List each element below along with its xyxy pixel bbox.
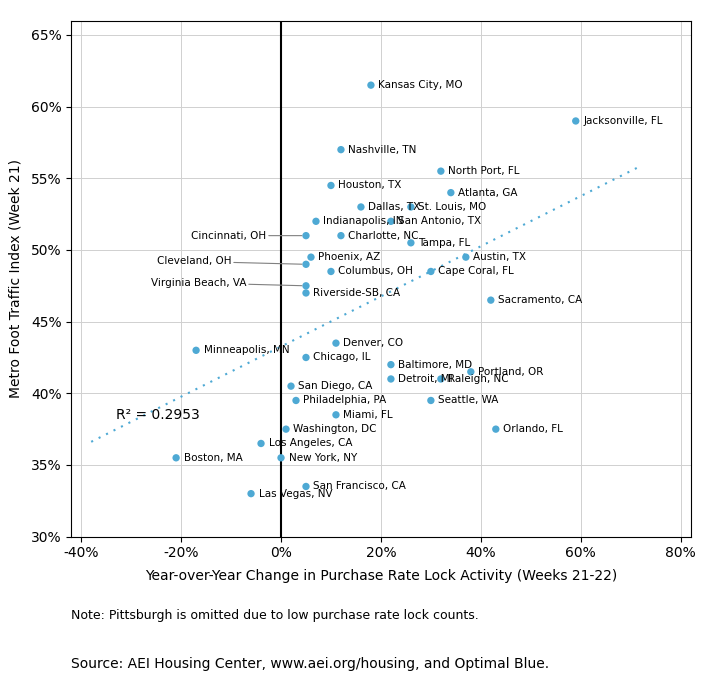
Text: St. Louis, MO: St. Louis, MO bbox=[419, 202, 486, 212]
Point bbox=[310, 216, 322, 227]
Text: Detroit, MI: Detroit, MI bbox=[399, 374, 453, 384]
Point bbox=[335, 230, 347, 241]
Point bbox=[300, 259, 312, 270]
Point bbox=[435, 374, 446, 385]
Text: Los Angeles, CA: Los Angeles, CA bbox=[268, 438, 352, 449]
Text: Dallas, TX: Dallas, TX bbox=[368, 202, 421, 212]
Point bbox=[325, 266, 337, 277]
Text: Portland, OR: Portland, OR bbox=[478, 367, 544, 377]
Point bbox=[300, 481, 312, 492]
Text: Miami, FL: Miami, FL bbox=[343, 410, 393, 420]
Text: Raleigh, NC: Raleigh, NC bbox=[449, 374, 509, 384]
Text: Las Vegas, NV: Las Vegas, NV bbox=[258, 488, 333, 499]
Point bbox=[300, 230, 312, 241]
Text: Denver, CO: Denver, CO bbox=[343, 338, 404, 348]
Text: Riverside-SB, CA: Riverside-SB, CA bbox=[313, 288, 401, 298]
Point bbox=[365, 80, 377, 91]
Point bbox=[405, 237, 417, 248]
Text: North Port, FL: North Port, FL bbox=[449, 166, 520, 176]
Text: Cape Coral, FL: Cape Coral, FL bbox=[439, 266, 514, 277]
Text: R² = 0.2953: R² = 0.2953 bbox=[116, 408, 200, 422]
Text: Cincinnati, OH: Cincinnati, OH bbox=[191, 230, 302, 241]
Text: Columbus, OH: Columbus, OH bbox=[338, 266, 414, 277]
Point bbox=[330, 409, 342, 420]
Text: Seattle, WA: Seattle, WA bbox=[439, 396, 498, 405]
Point bbox=[325, 180, 337, 191]
Text: Minneapolis, MN: Minneapolis, MN bbox=[204, 345, 289, 355]
Text: Note: Pittsburgh is omitted due to low purchase rate lock counts.: Note: Pittsburgh is omitted due to low p… bbox=[71, 609, 479, 622]
Text: Chicago, IL: Chicago, IL bbox=[313, 352, 371, 363]
Text: Charlotte, NC: Charlotte, NC bbox=[348, 230, 419, 241]
Point bbox=[425, 395, 436, 406]
Point bbox=[485, 294, 496, 305]
Point bbox=[335, 144, 347, 155]
Point bbox=[300, 352, 312, 363]
Text: Nashville, TN: Nashville, TN bbox=[348, 144, 417, 155]
Text: Orlando, FL: Orlando, FL bbox=[503, 424, 563, 434]
Point bbox=[256, 438, 267, 449]
Text: Jacksonville, FL: Jacksonville, FL bbox=[583, 116, 663, 126]
Point bbox=[425, 266, 436, 277]
Text: Kansas City, MO: Kansas City, MO bbox=[378, 80, 463, 90]
Text: Washington, DC: Washington, DC bbox=[293, 424, 377, 434]
Text: Indianapolis, IN: Indianapolis, IN bbox=[323, 216, 404, 226]
Y-axis label: Metro Foot Traffic Index (Week 21): Metro Foot Traffic Index (Week 21) bbox=[9, 159, 22, 398]
Point bbox=[570, 116, 582, 127]
Point bbox=[490, 424, 501, 435]
Point bbox=[300, 288, 312, 299]
Point bbox=[246, 488, 257, 499]
Text: Atlanta, GA: Atlanta, GA bbox=[459, 188, 518, 197]
Text: San Diego, CA: San Diego, CA bbox=[298, 381, 373, 391]
Text: Phoenix, AZ: Phoenix, AZ bbox=[318, 252, 381, 262]
Text: Cleveland, OH: Cleveland, OH bbox=[157, 257, 302, 266]
Point bbox=[435, 166, 446, 177]
Point bbox=[286, 380, 297, 391]
Point bbox=[385, 359, 397, 370]
Point bbox=[385, 374, 397, 385]
Point bbox=[276, 452, 287, 463]
Point bbox=[290, 395, 302, 406]
Text: Source: AEI Housing Center, www.aei.org/housing, and Optimal Blue.: Source: AEI Housing Center, www.aei.org/… bbox=[71, 657, 550, 671]
Point bbox=[465, 366, 476, 377]
Point bbox=[385, 216, 397, 227]
Point bbox=[405, 202, 417, 213]
Text: Tampa, FL: Tampa, FL bbox=[419, 238, 471, 248]
Text: Virginia Beach, VA: Virginia Beach, VA bbox=[150, 278, 302, 288]
Point bbox=[330, 338, 342, 349]
Point bbox=[355, 202, 367, 213]
Text: Sacramento, CA: Sacramento, CA bbox=[498, 295, 582, 305]
Text: Austin, TX: Austin, TX bbox=[473, 252, 526, 262]
Point bbox=[305, 252, 317, 263]
Point bbox=[281, 424, 292, 435]
Point bbox=[460, 252, 471, 263]
X-axis label: Year-over-Year Change in Purchase Rate Lock Activity (Weeks 21-22): Year-over-Year Change in Purchase Rate L… bbox=[145, 569, 617, 583]
Point bbox=[445, 187, 456, 198]
Text: San Antonio, TX: San Antonio, TX bbox=[399, 216, 481, 226]
Point bbox=[170, 452, 182, 463]
Text: New York, NY: New York, NY bbox=[288, 453, 357, 463]
Point bbox=[190, 345, 201, 356]
Text: Philadelphia, PA: Philadelphia, PA bbox=[303, 396, 387, 405]
Text: Houston, TX: Houston, TX bbox=[338, 180, 402, 191]
Point bbox=[300, 280, 312, 291]
Text: Boston, MA: Boston, MA bbox=[184, 453, 242, 463]
Text: Baltimore, MD: Baltimore, MD bbox=[399, 360, 473, 369]
Text: San Francisco, CA: San Francisco, CA bbox=[313, 482, 407, 491]
